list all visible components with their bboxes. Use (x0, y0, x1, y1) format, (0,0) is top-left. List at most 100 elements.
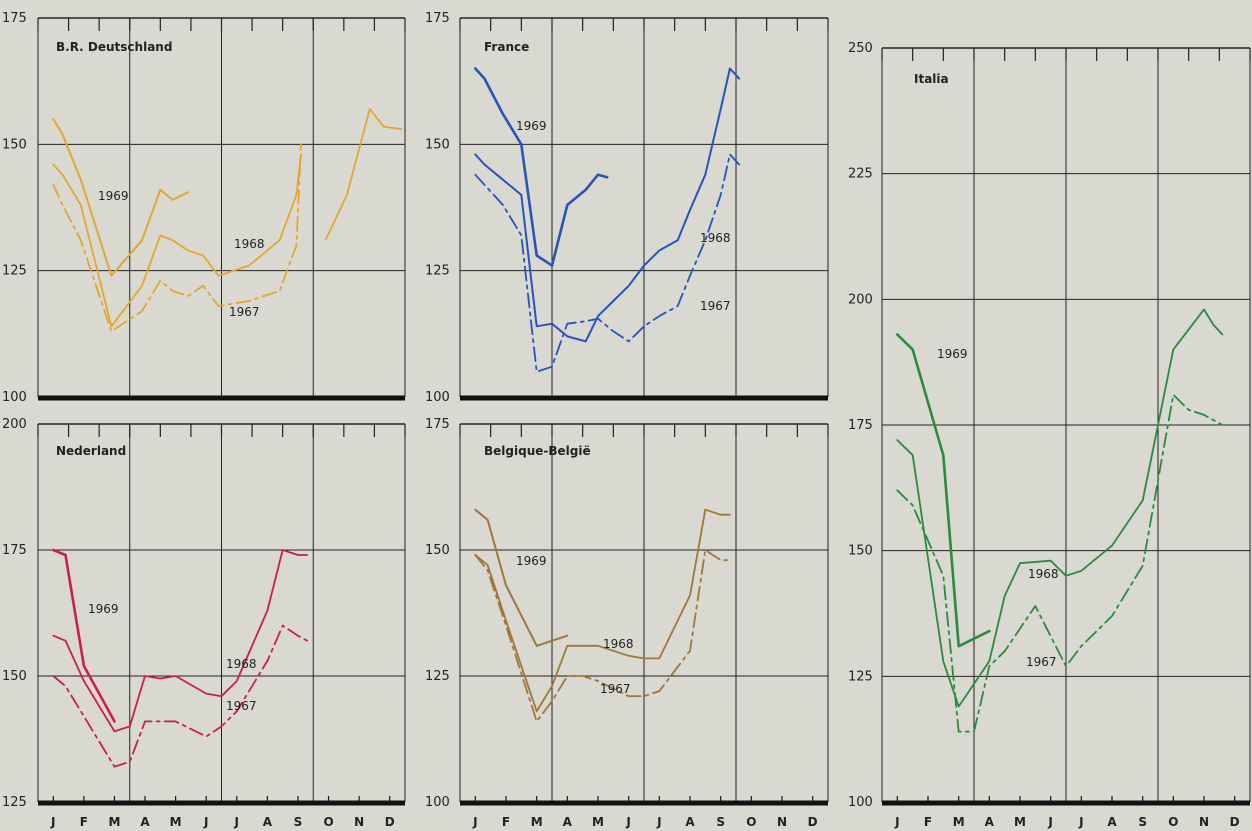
month-label: J (625, 815, 630, 829)
month-label: S (1138, 815, 1147, 829)
y-tick-label: 175 (2, 11, 27, 26)
y-tick-label: 175 (425, 11, 450, 26)
y-tick-label: 125 (2, 264, 27, 279)
month-label: A (685, 815, 695, 829)
series-line-1969 (895, 333, 991, 648)
series-label: 1969 (937, 347, 968, 361)
series-line-1968 (52, 153, 302, 328)
month-label: O (323, 815, 333, 829)
series-label: 1967 (226, 699, 257, 713)
chart-title: Belgique-België (484, 444, 591, 458)
month-label: S (716, 815, 725, 829)
chart-title: France (484, 40, 529, 54)
month-label: A (263, 815, 273, 829)
y-tick-label: 225 (848, 167, 873, 182)
month-label: M (1014, 815, 1026, 829)
month-label: J (234, 815, 239, 829)
chart-panel: 100 125 150 175 200 225 250 J F M A M J J A S O N D Italia 1… (848, 41, 1251, 829)
y-tick-label: 150 (425, 543, 450, 558)
month-label: D (808, 815, 818, 829)
series-line-1968 (474, 67, 741, 343)
y-tick-label: 150 (425, 137, 450, 152)
month-label: N (354, 815, 364, 829)
chart-title: B.R. Deutschland (56, 40, 172, 54)
series-line-1969 (51, 548, 116, 723)
month-label: S (294, 815, 303, 829)
month-label: J (472, 815, 477, 829)
series-line-1969 (473, 67, 609, 267)
series-label: 1967 (600, 682, 631, 696)
month-label: J (894, 815, 899, 829)
series-label: 1968 (226, 657, 257, 671)
month-label: A (140, 815, 150, 829)
month-label: J (1047, 815, 1052, 829)
y-tick-label: 125 (425, 264, 450, 279)
month-label: F (502, 815, 510, 829)
series-line-1968 (52, 549, 309, 733)
y-tick-label: 125 (848, 669, 873, 684)
y-tick-label: 200 (2, 417, 27, 432)
month-label: D (1230, 815, 1240, 829)
month-label: F (80, 815, 88, 829)
month-label: O (1168, 815, 1178, 829)
y-tick-label: 100 (425, 390, 450, 405)
series-label: 1969 (516, 554, 547, 568)
chart-panel: 100 125 150 175 B.R. Deutschland 1969 1968 1967 (2, 11, 406, 405)
y-tick-label: 100 (425, 795, 450, 810)
series-line-1968 (474, 508, 731, 713)
series-label: 1967 (229, 305, 260, 319)
series-label: 1968 (700, 231, 731, 245)
month-label: A (985, 815, 995, 829)
series-line-1967 (896, 393, 1224, 733)
series-label: 1968 (234, 237, 265, 251)
month-label: J (50, 815, 55, 829)
y-tick-label: 175 (848, 418, 873, 433)
series-line-1967 (52, 624, 309, 768)
month-label: J (203, 815, 208, 829)
series-label: 1969 (98, 189, 129, 203)
chart-title: Italia (914, 72, 949, 86)
series-line-1968 (896, 308, 1224, 708)
month-label: A (563, 815, 573, 829)
month-label: M (953, 815, 965, 829)
series-line-1969 (474, 508, 569, 647)
y-tick-label: 125 (425, 669, 450, 684)
series-line-1967 (52, 143, 302, 333)
month-label: F (924, 815, 932, 829)
month-label: M (170, 815, 182, 829)
y-tick-label: 125 (2, 795, 27, 810)
month-label: D (385, 815, 395, 829)
y-tick-label: 175 (2, 543, 27, 558)
chart-title: Nederland (56, 444, 126, 458)
series-line-1969 (52, 118, 189, 277)
y-tick-label: 175 (425, 417, 450, 432)
month-label: N (1199, 815, 1209, 829)
series-line-extension (324, 108, 403, 241)
month-label: J (1078, 815, 1083, 829)
series-label: 1969 (88, 602, 119, 616)
chart-panel: 125 150 175 200 J F M A M J J A S O N D Nederland 1969 196… (2, 417, 406, 829)
month-label: M (108, 815, 120, 829)
series-label: 1968 (603, 637, 634, 651)
series-label: 1967 (1026, 655, 1057, 669)
y-tick-label: 100 (848, 795, 873, 810)
y-tick-label: 150 (2, 669, 27, 684)
chart-panel: 100 125 150 175 J F M A M J J A S O N D Belgique-België 1… (425, 417, 829, 829)
chart-panel: 100 125 150 175 France 1969 1968 1967 (425, 11, 829, 405)
series-line-1967 (474, 549, 731, 723)
y-tick-label: 100 (2, 390, 27, 405)
y-tick-label: 150 (2, 137, 27, 152)
month-label: M (531, 815, 543, 829)
series-label: 1967 (700, 299, 731, 313)
month-label: J (656, 815, 661, 829)
y-tick-label: 200 (848, 292, 873, 307)
month-label: M (592, 815, 604, 829)
month-label: O (746, 815, 756, 829)
y-tick-label: 250 (848, 41, 873, 56)
y-tick-label: 150 (848, 544, 873, 559)
month-label: N (777, 815, 787, 829)
month-label: A (1107, 815, 1117, 829)
series-label: 1968 (1028, 567, 1059, 581)
series-label: 1969 (516, 119, 547, 133)
